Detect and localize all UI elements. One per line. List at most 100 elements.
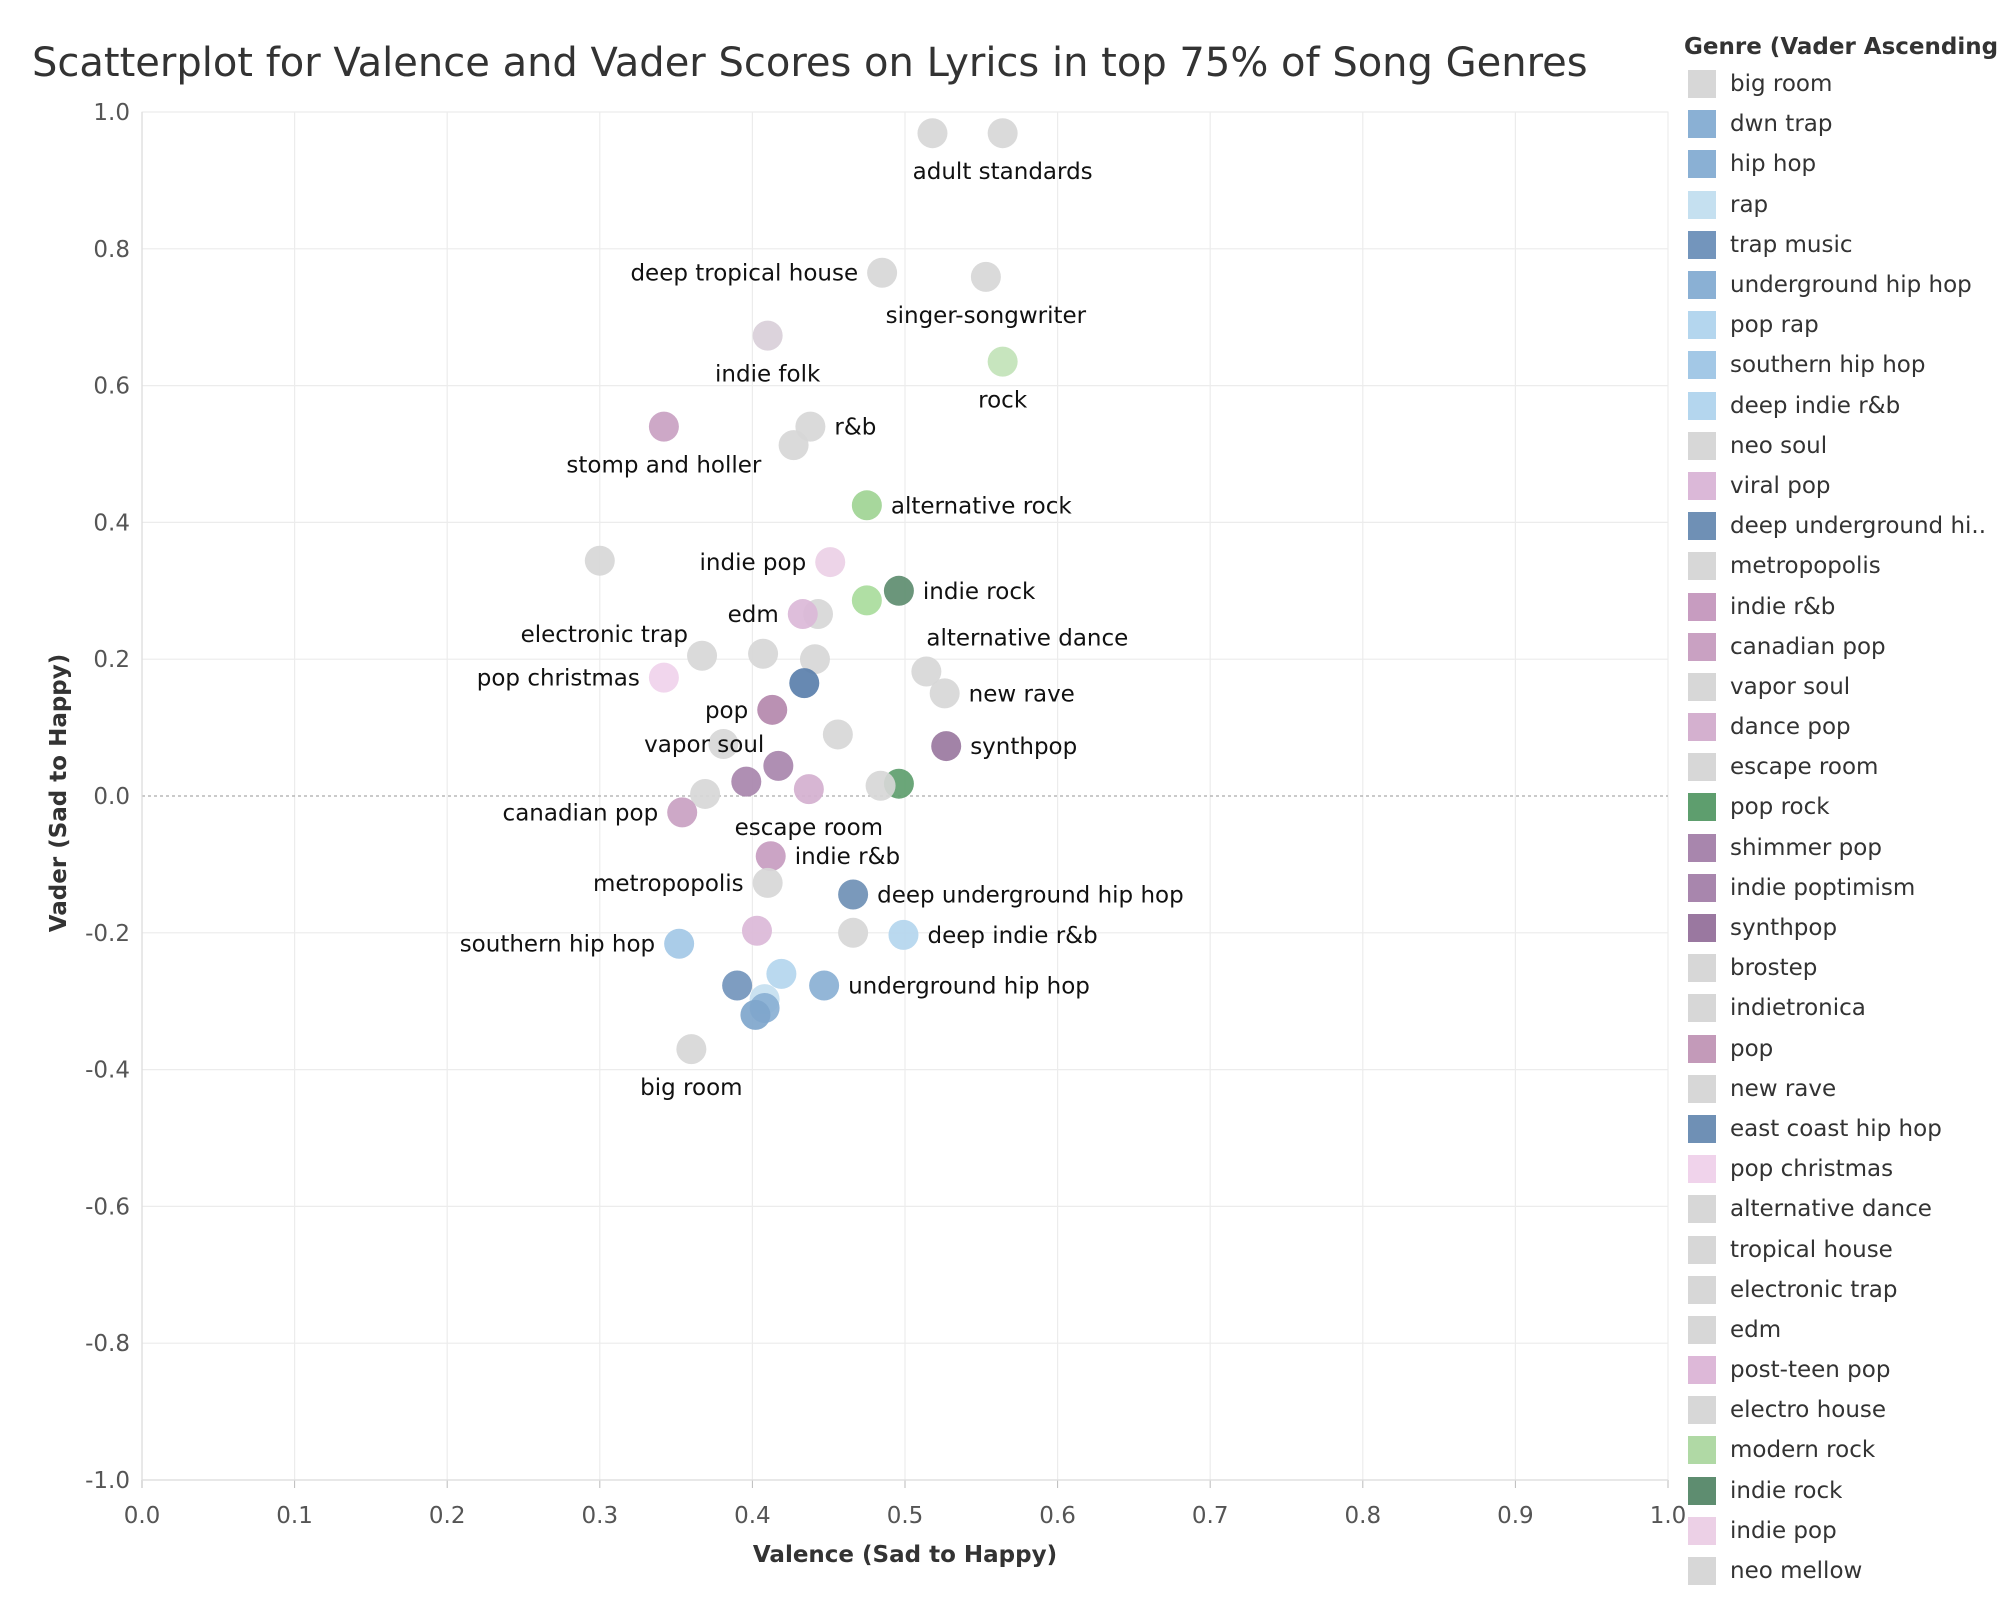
data-point: [888, 919, 919, 950]
legend-swatch: [1688, 914, 1716, 943]
legend-item[interactable]: vapor soul: [1678, 667, 1996, 707]
legend-swatch: [1688, 110, 1716, 139]
legend-item[interactable]: pop rap: [1678, 305, 1996, 345]
legend-label: big room: [1730, 71, 1833, 98]
legend-item[interactable]: indietronica: [1678, 988, 1996, 1028]
legend-item[interactable]: east coast hip hop: [1678, 1109, 1996, 1149]
point-label: canadian pop: [503, 800, 659, 826]
data-point: [748, 638, 779, 669]
data-point: [931, 731, 962, 762]
legend-swatch: [1688, 1195, 1716, 1224]
data-point: [838, 917, 869, 948]
legend-item[interactable]: neo soul: [1678, 426, 1996, 466]
legend-swatch: [1688, 1074, 1716, 1103]
legend-swatch: [1688, 1516, 1716, 1545]
legend-swatch: [1688, 311, 1716, 340]
data-point: [917, 118, 948, 149]
data-point: [793, 774, 824, 805]
legend-item[interactable]: underground hip hop: [1678, 265, 1996, 305]
data-point: [648, 662, 679, 693]
legend-item[interactable]: dance pop: [1678, 707, 1996, 747]
legend-item[interactable]: viral pop: [1678, 466, 1996, 506]
y-tick-label: 0.8: [93, 237, 130, 263]
legend-item[interactable]: hip hop: [1678, 144, 1996, 184]
legend-swatch: [1688, 150, 1716, 179]
legend-item[interactable]: pop christmas: [1678, 1149, 1996, 1189]
point-label: synthpop: [970, 734, 1077, 760]
point-label: pop: [705, 698, 748, 724]
legend-swatch: [1688, 873, 1716, 902]
legend-item[interactable]: deep underground hi..: [1678, 506, 1996, 546]
legend-item[interactable]: synthpop: [1678, 908, 1996, 948]
data-point: [970, 261, 1001, 292]
legend-swatch: [1688, 592, 1716, 621]
x-tick-label: 0.6: [1039, 1503, 1076, 1529]
x-tick-label: 0.9: [1497, 1503, 1534, 1529]
legend-label: hip hop: [1730, 151, 1817, 178]
legend-item[interactable]: indie poptimism: [1678, 868, 1996, 908]
legend-item[interactable]: post-teen pop: [1678, 1350, 1996, 1390]
legend-item[interactable]: brostep: [1678, 948, 1996, 988]
legend-item[interactable]: pop rock: [1678, 787, 1996, 827]
legend-label: new rave: [1730, 1075, 1837, 1102]
data-point: [755, 841, 786, 872]
legend-swatch: [1688, 512, 1716, 541]
data-point: [865, 770, 896, 801]
x-tick-label: 0.4: [734, 1503, 771, 1529]
data-point: [799, 644, 830, 675]
legend-item[interactable]: escape room: [1678, 747, 1996, 787]
legend-item[interactable]: big room: [1678, 64, 1996, 104]
legend-item[interactable]: new rave: [1678, 1069, 1996, 1109]
legend-swatch: [1688, 753, 1716, 782]
legend-item[interactable]: indie r&b: [1678, 586, 1996, 626]
legend-item[interactable]: tropical house: [1678, 1229, 1996, 1269]
point-label: indie rock: [923, 579, 1036, 605]
point-label: escape room: [735, 815, 883, 841]
legend-label: vapor soul: [1730, 673, 1851, 700]
legend-item[interactable]: southern hip hop: [1678, 345, 1996, 385]
x-tick-label: 0.3: [582, 1503, 619, 1529]
data-point: [741, 915, 772, 946]
point-label: big room: [640, 1075, 742, 1101]
legend-label: metropopolis: [1730, 553, 1881, 580]
legend-item[interactable]: indie pop: [1678, 1511, 1996, 1551]
legend-item[interactable]: modern rock: [1678, 1430, 1996, 1470]
legend-item[interactable]: deep indie r&b: [1678, 386, 1996, 426]
legend-item[interactable]: electro house: [1678, 1390, 1996, 1430]
legend-item[interactable]: edm: [1678, 1310, 1996, 1350]
point-label: indie pop: [700, 550, 807, 576]
legend-item[interactable]: neo mellow: [1678, 1551, 1996, 1591]
legend-label: electronic trap: [1730, 1276, 1898, 1303]
legend-label: modern rock: [1730, 1437, 1876, 1464]
point-label: underground hip hop: [848, 973, 1090, 999]
legend-swatch: [1688, 1356, 1716, 1385]
legend-item[interactable]: electronic trap: [1678, 1270, 1996, 1310]
data-point: [809, 970, 840, 1001]
tick-labels: 0.0 0.1 0.2 0.3 0.4 0.5 0.6 0.7 0.8 0.9 1.0 1.0 0.8 0…: [85, 100, 1686, 1529]
grid: [141, 111, 1669, 1488]
data-labels: adult standards deep tropical house singer…: [460, 159, 1184, 1101]
legend-item[interactable]: pop: [1678, 1029, 1996, 1069]
legend-label: pop rap: [1730, 312, 1819, 339]
y-tick-label: -1.0: [85, 1468, 130, 1494]
legend-item[interactable]: trap music: [1678, 225, 1996, 265]
legend-swatch: [1688, 1436, 1716, 1465]
legend-item[interactable]: dwn trap: [1678, 104, 1996, 144]
point-label: new rave: [969, 681, 1075, 707]
legend-swatch: [1688, 1114, 1716, 1143]
legend-item[interactable]: canadian pop: [1678, 627, 1996, 667]
legend-label: tropical house: [1730, 1236, 1893, 1263]
legend-swatch: [1688, 70, 1716, 99]
legend-swatch: [1688, 552, 1716, 581]
legend-item[interactable]: rap: [1678, 185, 1996, 225]
legend-item[interactable]: alternative dance: [1678, 1189, 1996, 1229]
legend-item[interactable]: indie rock: [1678, 1471, 1996, 1511]
legend-swatch: [1688, 954, 1716, 983]
legend-title: Genre (Vader Ascending): [1684, 34, 2000, 60]
legend-label: neo soul: [1730, 432, 1828, 459]
point-label: deep tropical house: [630, 261, 858, 287]
legend-item[interactable]: shimmer pop: [1678, 828, 1996, 868]
legend-label: edm: [1730, 1316, 1782, 1343]
legend-item[interactable]: metropopolis: [1678, 546, 1996, 586]
